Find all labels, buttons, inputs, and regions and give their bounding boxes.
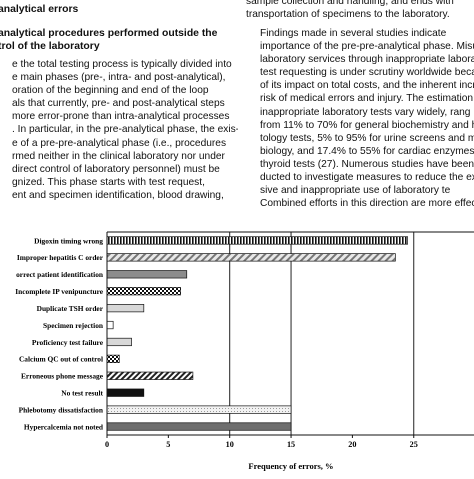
chart-svg: Digoxin timing wrong Improper hepatitis C… [15, 231, 474, 471]
text-line: Combined efforts in this direction are m… [260, 198, 474, 210]
text-line: e of a pre-pre-analytical phase (i.e., p… [12, 137, 227, 149]
subsection-heading-line: trol of the laboratory [0, 41, 100, 52]
text-line: als that currently, pre- and post-analyt… [12, 98, 225, 110]
bar [106, 422, 292, 431]
text-line: sive and inappropriate use of laboratory… [260, 185, 451, 197]
chart-category-labels: Digoxin timing wrong Improper hepatitis C… [15, 236, 104, 431]
x-tick-label: 25 [410, 440, 418, 449]
subsection-heading: analytical procedures performed outside … [0, 27, 238, 53]
category-label: Phlebotomy dissatisfaction [19, 405, 103, 414]
category-label: Calcium QC out of control [19, 355, 103, 364]
right-column-paragraph: Findings made in several studies indicat… [246, 27, 474, 210]
text-line: e the total testing process is typically… [12, 59, 232, 70]
bar [106, 388, 145, 397]
text-line: gnized. This phase starts with test requ… [12, 176, 205, 188]
bar [106, 270, 188, 279]
category-label: Incomplete IP venipuncture [15, 287, 103, 296]
text-line: of its impact on total costs, and the in… [260, 80, 474, 92]
bar [106, 320, 114, 330]
category-label: No test result [61, 389, 103, 398]
category-label: Proficiency test failure [32, 338, 104, 347]
left-column-paragraph: e the total testing process is typically… [0, 58, 238, 202]
bar [106, 405, 292, 414]
text-line: sample collection and handling, and ends… [246, 0, 454, 7]
text-line: e main phases (pre-, intra- and post-ana… [12, 72, 226, 84]
text-line: risk of medical errors and injury. The e… [260, 93, 474, 105]
text-line: more error-prone than intra-analytical p… [12, 111, 230, 123]
category-label: orrect patient identification [16, 270, 103, 279]
bar [106, 304, 145, 313]
category-label: Improper hepatitis C order [17, 253, 104, 262]
category-label: Erroneous phone message [21, 372, 104, 381]
chart-grid [229, 232, 415, 435]
text-line: . In particular, in the pre-analytical p… [12, 124, 238, 136]
chart-x-ticks: 0 5 10 15 20 25 [105, 435, 418, 449]
x-tick-label: 20 [348, 440, 356, 449]
text-line: laboratory services through inappropriat… [260, 54, 474, 66]
text-line: transportation of specimens to the labor… [246, 9, 450, 21]
x-tick-label: 5 [166, 440, 170, 449]
text-line: oration of the beginning and end of the … [12, 85, 209, 97]
bar [106, 337, 132, 347]
category-label: Digoxin timing wrong [34, 236, 103, 245]
x-tick-label: 15 [287, 440, 295, 449]
text-line: ent and specimen identification, blood d… [12, 189, 224, 201]
text-line: tology tests, 5% to 95% for urine screen… [260, 132, 474, 144]
text-line: biology, and 17.4% to 55% for cardiac en… [260, 145, 474, 157]
bar [106, 371, 194, 380]
subsection-heading-line: analytical procedures performed outside … [0, 28, 218, 39]
category-label: Hypercalcemia not noted [24, 422, 104, 431]
text-line: rmed neither in the clinical laboratory … [12, 150, 225, 162]
error-frequency-chart: Digoxin timing wrong Improper hepatitis C… [0, 228, 474, 474]
text-line: importance of the pre-pre-analytical pha… [260, 41, 474, 53]
right-column-continuation: sample collection and handling, and ends… [246, 0, 474, 21]
text-line: inappropriate laboratory tests vary wide… [260, 106, 471, 118]
bar [106, 236, 408, 245]
text-line: Findings made in several studies indicat… [260, 28, 447, 39]
text-line: thyroid tests (27). Numerous studies hav… [260, 158, 474, 170]
category-label: Specimen rejection [43, 321, 103, 330]
text-line: ducted to investigate measures to reduce… [260, 172, 474, 184]
bar [106, 354, 120, 363]
x-axis-label: Frequency of errors, % [248, 461, 333, 471]
text-line: direct control of laboratory personnel) … [12, 163, 220, 175]
bar [106, 253, 396, 262]
x-tick-label: 0 [105, 440, 109, 449]
x-tick-label: 10 [226, 440, 234, 449]
text-line: test requesting is under scrutiny worldw… [260, 67, 474, 79]
chart-bars [106, 236, 408, 431]
category-label: Duplicate TSH order [37, 304, 104, 313]
chart-axes [106, 231, 474, 436]
section-heading: analytical errors [0, 4, 79, 15]
text-line: from 11% to 70% for general biochemistry… [260, 119, 474, 131]
bar [106, 287, 181, 296]
